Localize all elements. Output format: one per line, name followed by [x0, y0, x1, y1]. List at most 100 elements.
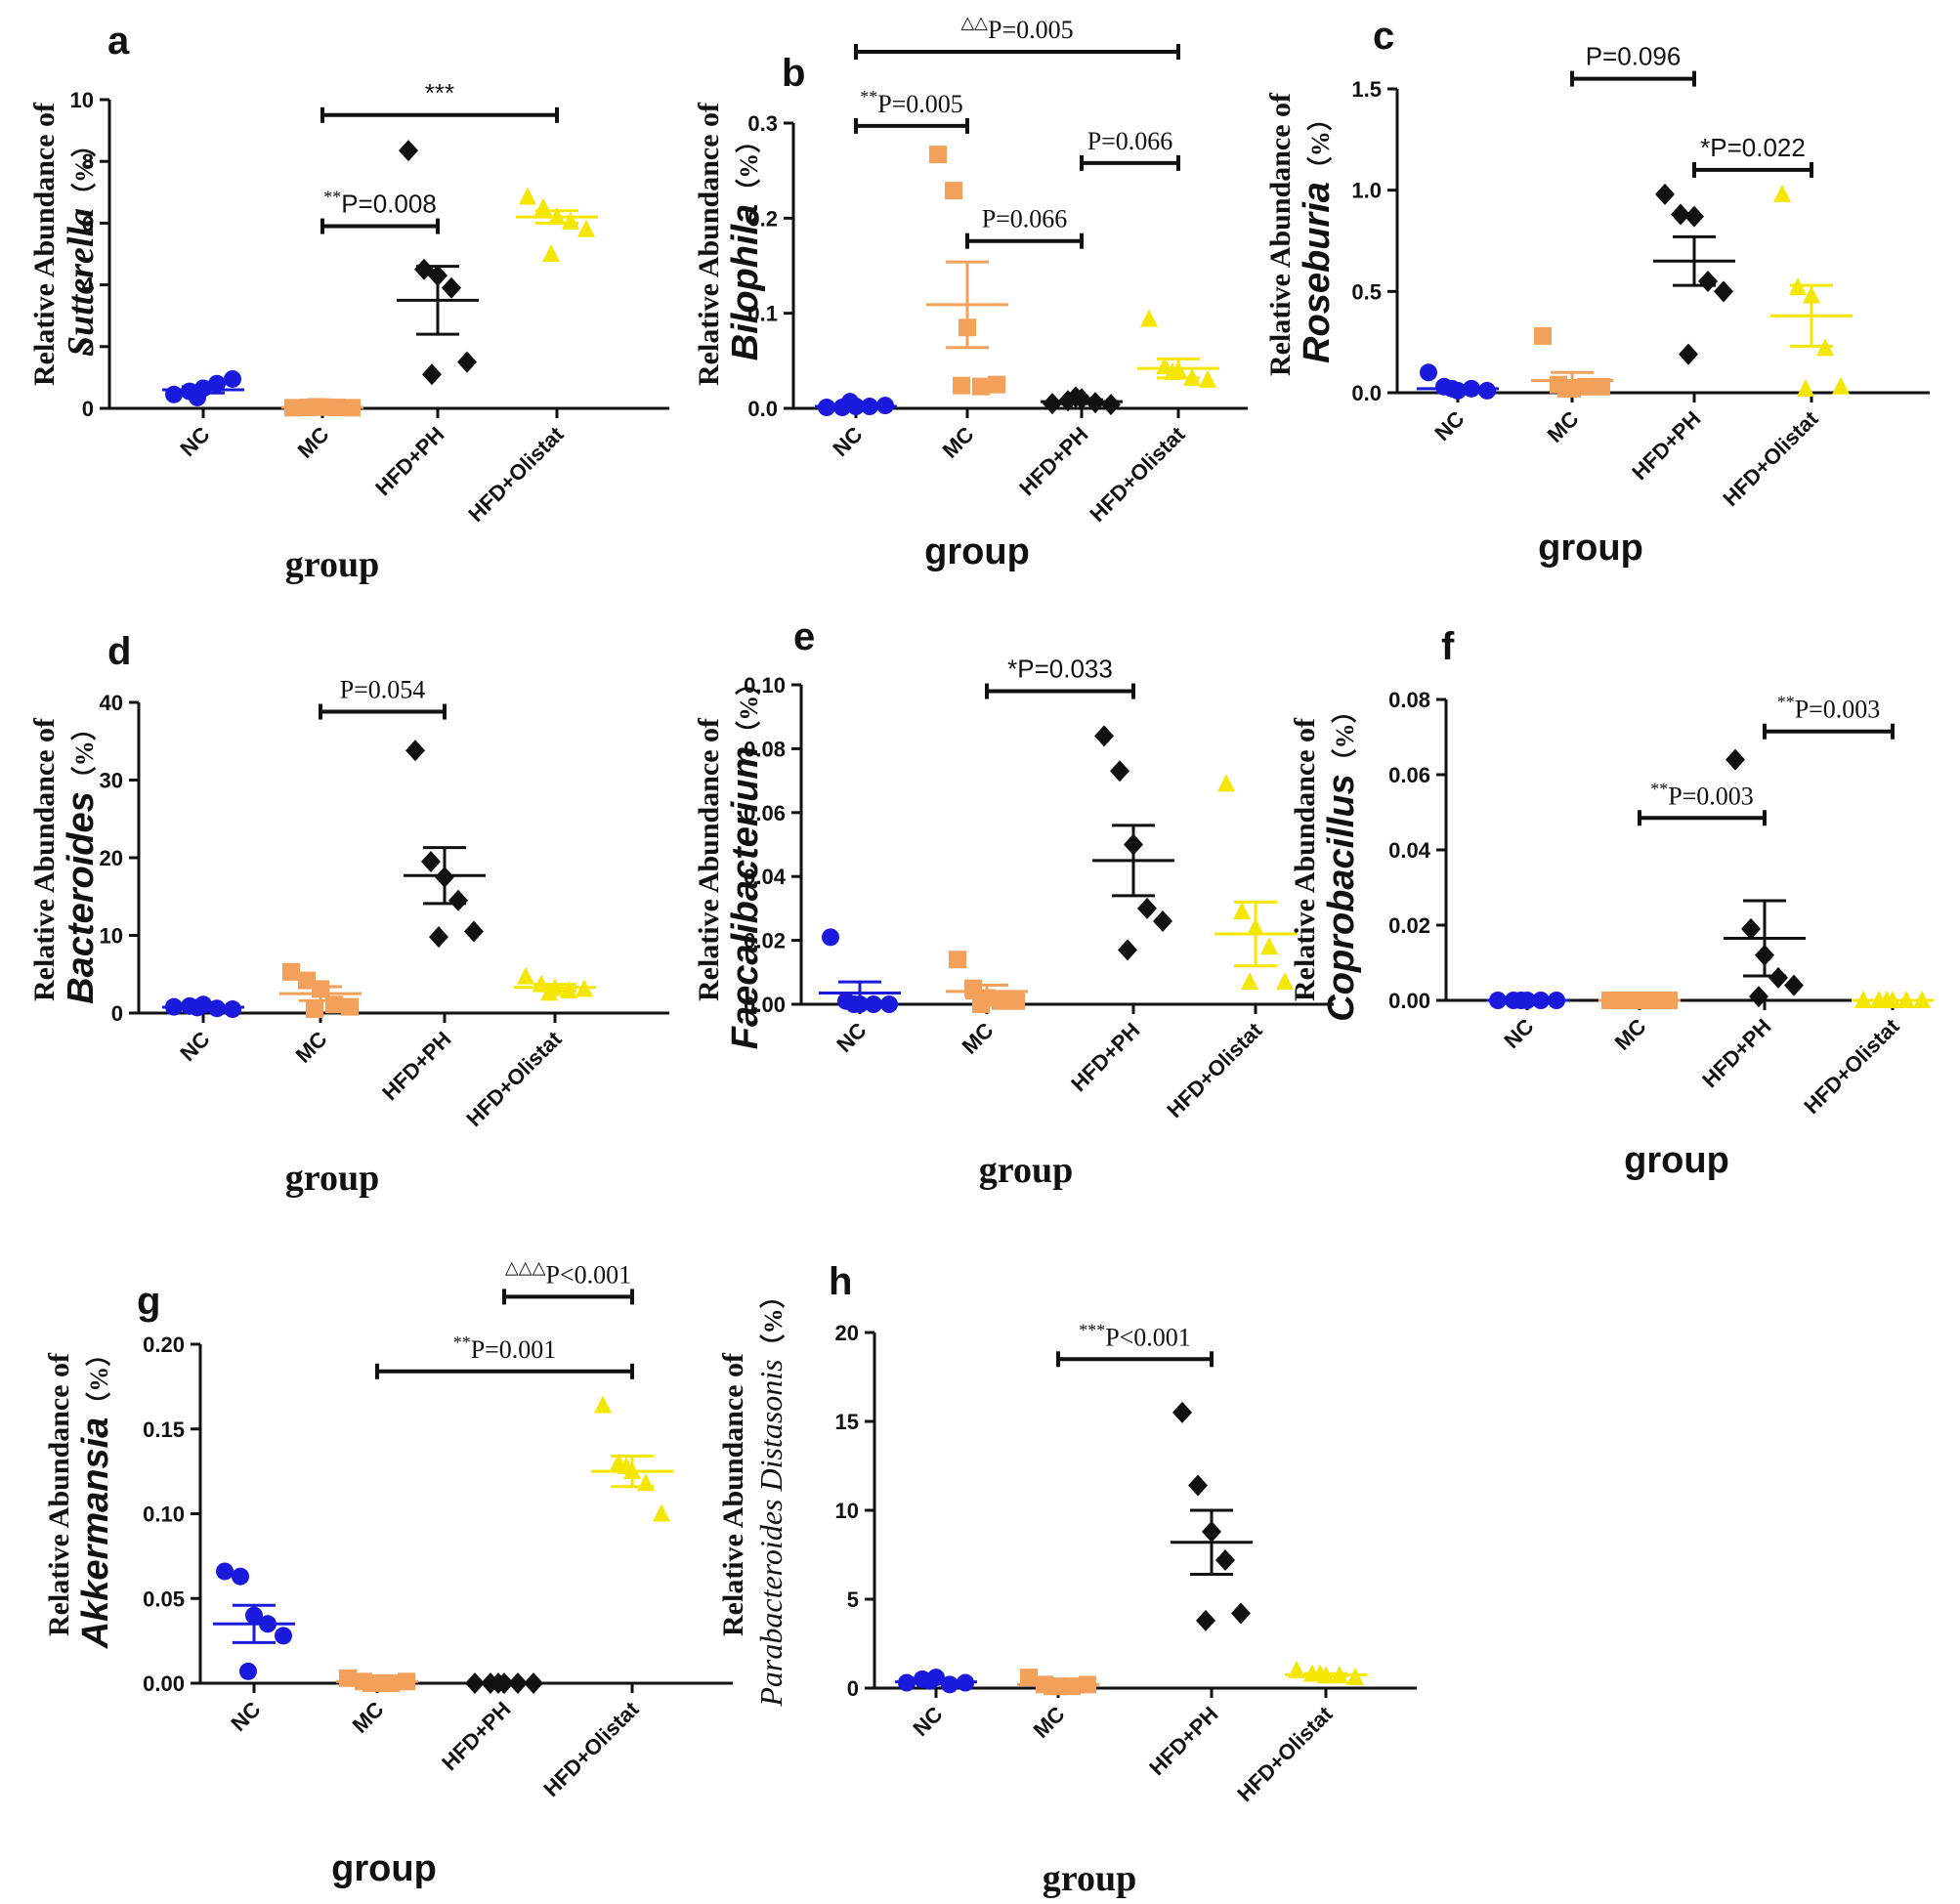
data-point	[1020, 1669, 1038, 1687]
data-point	[533, 974, 550, 993]
genus-name: Bacteroides	[61, 791, 102, 1004]
significance-marker: △△	[960, 13, 988, 32]
x-tick-label: NC	[831, 1018, 871, 1057]
data-point	[1655, 183, 1675, 205]
y-axis-genus-line: Sutterella（%）	[61, 132, 102, 357]
percent-unit: （%）	[735, 128, 763, 204]
x-tick-label: MC	[1029, 1702, 1070, 1743]
y-tick-label: 10	[835, 1499, 859, 1523]
p-value: P=0.005	[877, 90, 963, 118]
data-point	[1066, 386, 1086, 408]
genus-name: Faecalibacterium	[725, 746, 766, 1049]
x-tick-label: HFD+Olistat	[1162, 1017, 1267, 1122]
y-tick-label: 20	[100, 846, 123, 870]
y-axis-title: Relative Abundance of Bacteroides（%）	[28, 715, 102, 1004]
data-point	[1660, 992, 1678, 1009]
data-point	[519, 187, 536, 205]
data-point	[945, 182, 962, 200]
data-point	[275, 1627, 292, 1645]
significance-bracket: *P=0.033	[985, 655, 1135, 699]
series-MC	[281, 398, 363, 417]
panel-f: f 0.00 0.02 0.04 0.06 0.08 NC MC HFD+PH HFD+Olist…	[1289, 625, 1934, 1181]
series-HFD+PH	[404, 740, 486, 949]
data-point	[548, 207, 566, 226]
data-point	[341, 997, 359, 1016]
data-point	[1199, 369, 1216, 388]
y-tick-label: 0	[847, 1676, 859, 1701]
data-point	[1548, 992, 1565, 1009]
bracket-label: **P=0.003	[1650, 779, 1754, 810]
data-point	[1044, 1677, 1061, 1696]
percent-unit: （%）	[85, 1341, 113, 1417]
data-point	[1601, 992, 1619, 1009]
x-tick-label: NC	[908, 1702, 947, 1741]
bracket-label: **P=0.008	[323, 188, 437, 219]
x-axis-title: group	[1624, 1140, 1729, 1181]
x-tick-label: NC	[175, 1027, 214, 1066]
y-tick-label: 15	[835, 1410, 859, 1434]
y-tick-label: 20	[835, 1321, 859, 1345]
significance-bracket: P=0.066	[1080, 127, 1180, 171]
series-NC	[895, 1669, 977, 1694]
bracket-label: △△△P<0.001	[505, 1257, 631, 1289]
y-tick-label: 0.3	[747, 111, 778, 136]
data-point	[637, 1473, 655, 1492]
data-point	[1698, 270, 1718, 292]
series-HFD+PH	[1724, 748, 1806, 1008]
data-point	[1217, 774, 1235, 792]
x-tick-label: HFD+Olistat	[538, 1696, 644, 1801]
panel-letter: d	[107, 630, 131, 673]
y-tick-label: 0.04	[744, 865, 787, 889]
data-point	[1773, 184, 1791, 202]
data-point	[880, 995, 898, 1013]
panel-letter: b	[782, 52, 805, 95]
x-tick-label: HFD+PH	[437, 1697, 515, 1775]
x-tick-label: MC	[1543, 406, 1584, 447]
data-point	[343, 399, 361, 417]
data-point	[1110, 760, 1129, 783]
data-point	[972, 995, 990, 1013]
data-point	[1202, 1520, 1221, 1543]
significance-bracket: ***P<0.001	[1056, 1320, 1214, 1368]
panel-letter: e	[793, 615, 815, 658]
x-tick-label: HFD+Olistat	[461, 1026, 567, 1131]
data-point	[1513, 992, 1530, 1009]
data-point	[929, 146, 947, 164]
y-tick-label: 4	[82, 274, 95, 298]
x-tick-label: HFD+PH	[1144, 1702, 1222, 1780]
bracket-label: **P=0.001	[453, 1333, 557, 1364]
y-tick-label: 0.5	[1351, 279, 1382, 304]
y-tick-label: 0	[111, 1001, 123, 1026]
data-point	[972, 377, 990, 396]
panel-a: a 0 2 4 6 8 10 NC MC HFD+PH HFD+Olistat group Relati…	[28, 20, 669, 585]
data-point	[1797, 378, 1814, 397]
data-point	[1878, 991, 1896, 1008]
y-tick-label: 0.08	[1388, 688, 1430, 712]
y-tick-label: 0.20	[143, 1333, 185, 1357]
y-axis-prefix: Relative Abundance of	[1289, 717, 1321, 1001]
y-tick-label: 0.10	[143, 1502, 185, 1527]
data-point	[165, 997, 183, 1016]
y-axis-prefix: Relative Abundance of	[28, 102, 61, 386]
data-point	[405, 740, 425, 762]
data-point	[921, 1671, 939, 1690]
x-tick-label: HFD+PH	[1697, 1014, 1775, 1092]
data-point	[1557, 379, 1575, 398]
x-tick-label: MC	[291, 1027, 332, 1068]
p-value: P<0.001	[545, 1260, 631, 1289]
genus-name: Akkermansia	[75, 1417, 116, 1650]
genus-name: Bilophila	[725, 204, 766, 360]
series-NC	[819, 928, 901, 1013]
data-point	[594, 1395, 612, 1414]
data-point	[428, 265, 447, 287]
y-tick-label: 10	[70, 88, 94, 112]
data-point	[1260, 937, 1278, 955]
bracket-label: P=0.054	[340, 676, 426, 704]
bracket-label: **P=0.005	[860, 87, 963, 118]
data-point	[1803, 285, 1820, 304]
p-value: P=0.008	[341, 190, 437, 219]
data-point	[542, 244, 560, 262]
percent-unit: （%）	[759, 1283, 788, 1359]
data-point	[988, 375, 1005, 394]
